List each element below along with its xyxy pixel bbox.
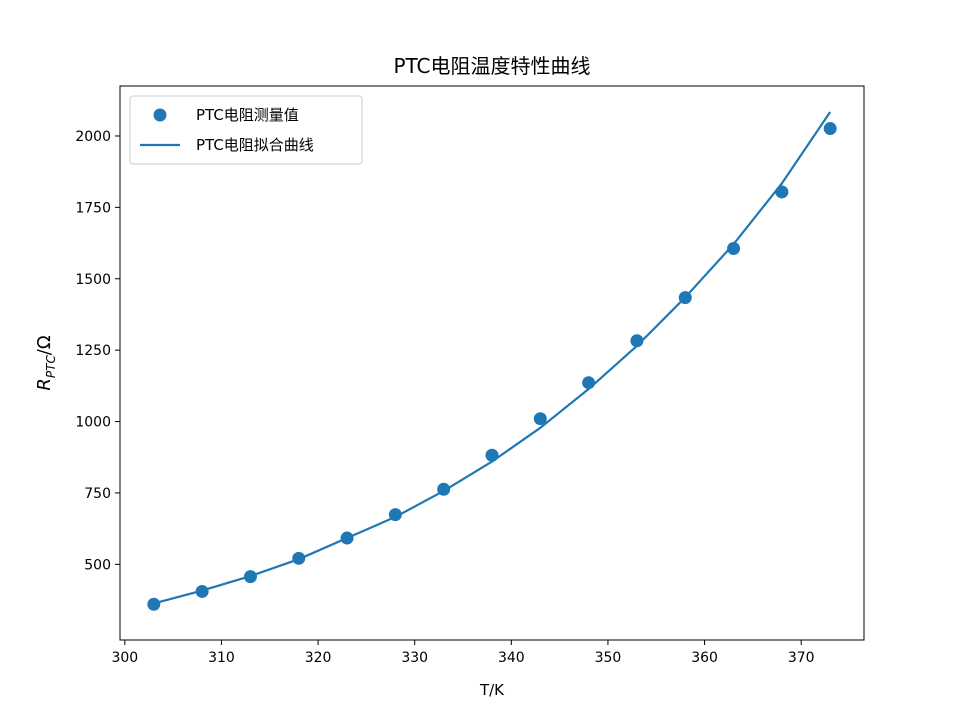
- legend: PTC电阻测量值 PTC电阻拟合曲线: [129, 95, 363, 165]
- data-point: [485, 448, 499, 462]
- x-tick-label: 320: [305, 650, 332, 666]
- data-point: [195, 584, 209, 598]
- data-point: [437, 482, 451, 496]
- y-tick-label: 1000: [75, 415, 111, 431]
- data-point: [388, 508, 402, 522]
- data-point: [292, 551, 306, 565]
- x-axis: 300 310 320 330 340 350 360 370: [111, 640, 815, 666]
- legend-box: [129, 95, 363, 165]
- y-axis-label-main: R: [34, 378, 55, 391]
- x-tick-label: 300: [111, 650, 138, 666]
- data-point: [823, 122, 837, 136]
- y-axis-label-sub: PTC: [44, 355, 58, 379]
- legend-label-line: PTC电阻拟合曲线: [196, 136, 314, 154]
- y-axis: 500 750 1000 1250 1500 1750 2000: [75, 129, 120, 573]
- x-tick-label: 330: [401, 650, 428, 666]
- x-tick-label: 340: [498, 650, 525, 666]
- legend-marker-scatter: [153, 108, 167, 122]
- y-tick-label: 1750: [75, 200, 111, 216]
- plot-layer: [147, 111, 837, 611]
- data-point: [243, 570, 257, 584]
- data-point: [727, 241, 741, 255]
- y-tick-label: 500: [84, 557, 111, 573]
- data-point: [775, 185, 789, 199]
- x-axis-label: T/K: [479, 681, 505, 699]
- y-axis-label: RPTC/Ω: [34, 335, 58, 391]
- x-tick-label: 350: [595, 650, 622, 666]
- legend-label-scatter: PTC电阻测量值: [196, 106, 299, 124]
- y-tick-label: 1250: [75, 343, 111, 359]
- x-tick-label: 360: [691, 650, 718, 666]
- chart-title: PTC电阻温度特性曲线: [393, 54, 590, 78]
- data-point: [582, 376, 596, 390]
- data-point: [630, 334, 644, 348]
- data-point: [678, 291, 692, 305]
- y-tick-label: 750: [84, 486, 111, 502]
- x-tick-label: 310: [208, 650, 235, 666]
- y-axis-label-unit: /Ω: [34, 335, 55, 355]
- data-point: [340, 531, 354, 545]
- y-tick-label: 1500: [75, 272, 111, 288]
- svg-text:RPTC/Ω: RPTC/Ω: [34, 335, 58, 391]
- data-point: [533, 412, 547, 426]
- y-tick-label: 2000: [75, 129, 111, 145]
- x-tick-label: 370: [788, 650, 815, 666]
- plot-frame: [119, 85, 865, 641]
- data-point: [147, 597, 161, 611]
